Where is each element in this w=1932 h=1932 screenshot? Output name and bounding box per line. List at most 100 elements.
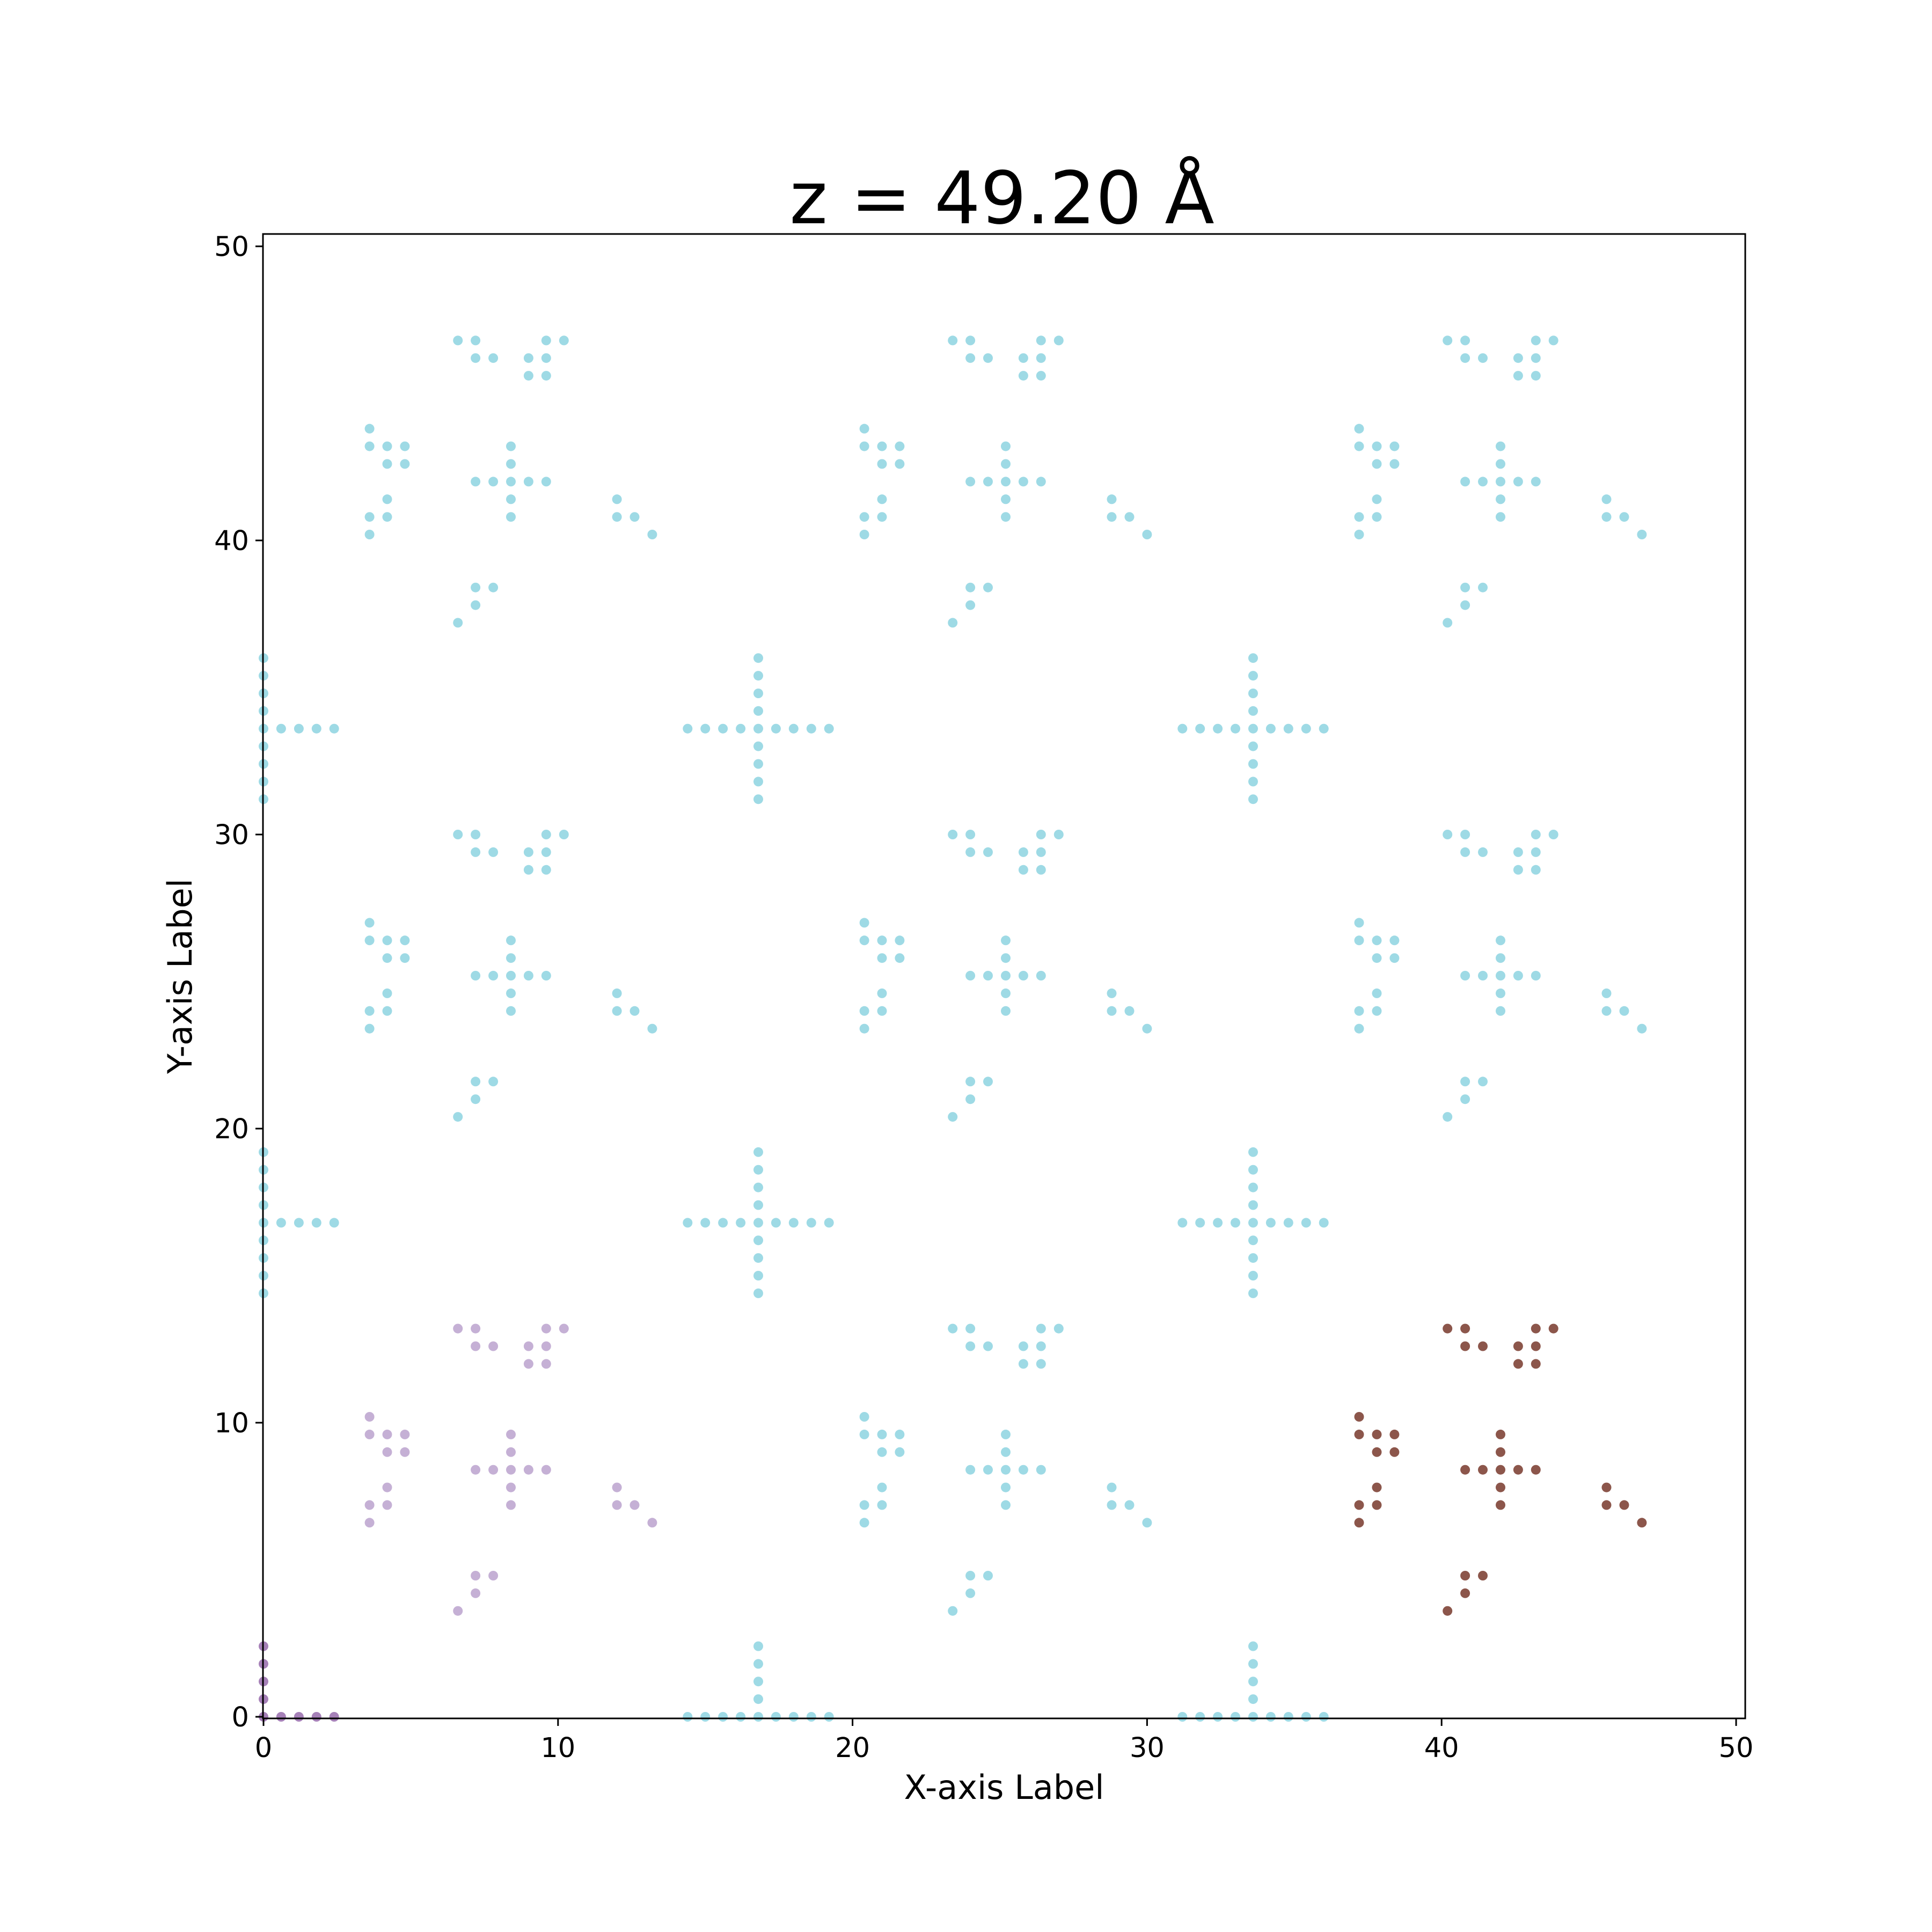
data-point (1001, 1500, 1011, 1510)
data-point (488, 477, 499, 487)
data-point (1389, 935, 1400, 946)
data-point (1372, 1482, 1382, 1492)
data-point (877, 441, 887, 451)
data-point (1001, 494, 1011, 504)
data-point (471, 1094, 481, 1104)
x-tick-label: 20 (835, 1732, 870, 1764)
data-point (806, 723, 816, 734)
data-point (1018, 371, 1028, 381)
data-point (1265, 1712, 1276, 1722)
data-point (541, 1359, 551, 1369)
data-point (488, 582, 499, 592)
data-point (806, 1218, 816, 1228)
data-point (400, 441, 410, 451)
data-point (1018, 865, 1028, 875)
data-point (1248, 1253, 1258, 1263)
data-point (859, 512, 869, 522)
data-point (771, 723, 781, 734)
data-point (523, 1465, 533, 1475)
data-point (1619, 512, 1629, 522)
data-point (364, 512, 375, 522)
data-point (700, 723, 711, 734)
data-point (506, 1447, 516, 1457)
data-point (700, 1218, 711, 1228)
data-point (1496, 935, 1505, 946)
data-point (1496, 1500, 1505, 1510)
data-point (382, 494, 392, 504)
data-point (753, 671, 763, 681)
data-point (753, 1147, 763, 1157)
data-point (965, 830, 976, 839)
data-point (1601, 494, 1612, 504)
data-point (453, 1606, 463, 1616)
data-point (1372, 494, 1382, 504)
data-point (364, 935, 375, 946)
data-point (965, 1323, 976, 1334)
data-point (683, 723, 693, 734)
data-point (895, 441, 905, 451)
data-point (1372, 441, 1382, 451)
data-point (948, 1323, 958, 1334)
data-point (1124, 1500, 1135, 1510)
data-point (965, 600, 976, 610)
data-point (1301, 1218, 1311, 1228)
data-point (877, 988, 887, 998)
data-point (294, 1712, 304, 1722)
y-tick-label: 0 (232, 1702, 249, 1733)
data-point (1619, 1500, 1629, 1510)
data-point (1513, 971, 1523, 980)
data-point (1531, 477, 1541, 487)
data-point (1265, 723, 1276, 734)
data-point (753, 1253, 763, 1263)
data-point (382, 1500, 392, 1510)
data-point (1319, 1218, 1329, 1228)
data-point (382, 1482, 392, 1492)
data-point (1531, 371, 1541, 381)
data-point (1018, 477, 1028, 487)
data-point (948, 335, 958, 346)
data-point (1036, 865, 1046, 875)
data-point (1248, 1694, 1258, 1704)
data-point (753, 653, 763, 663)
data-point (1001, 953, 1011, 963)
data-point (1036, 1465, 1046, 1475)
data-point (471, 600, 481, 610)
data-point (1372, 459, 1382, 469)
y-axis: 0 10 20 30 40 50 (214, 231, 263, 1733)
data-point (824, 723, 834, 734)
data-point (1372, 988, 1382, 998)
data-point (965, 1094, 976, 1104)
data-point (1496, 1465, 1505, 1475)
data-point (1478, 582, 1488, 592)
data-point (1443, 1323, 1453, 1334)
data-point (1248, 741, 1258, 751)
data-point (630, 1006, 640, 1016)
data-point (771, 1712, 781, 1722)
x-tick-label: 30 (1130, 1732, 1165, 1764)
data-point (1460, 582, 1470, 592)
data-point (1248, 1218, 1258, 1228)
data-point (1001, 988, 1011, 998)
data-point (1001, 1465, 1011, 1475)
data-point (541, 1465, 551, 1475)
data-point (612, 1482, 622, 1492)
data-point (1372, 1429, 1382, 1439)
data-point (1443, 618, 1453, 628)
data-point (506, 1429, 516, 1439)
data-point (983, 1571, 993, 1580)
data-point (1443, 1606, 1453, 1616)
data-point (1478, 353, 1488, 363)
data-point (753, 1235, 763, 1246)
data-point (1496, 1006, 1505, 1016)
data-point (523, 371, 533, 381)
data-point (647, 530, 657, 539)
data-point (1354, 1412, 1364, 1422)
data-point (1177, 1712, 1188, 1722)
data-point (1248, 1677, 1258, 1687)
data-point (1601, 1006, 1612, 1016)
data-point (718, 1218, 728, 1228)
data-point (948, 1606, 958, 1616)
data-point (364, 1412, 375, 1422)
data-point (329, 1218, 339, 1228)
data-point (1001, 1447, 1011, 1457)
